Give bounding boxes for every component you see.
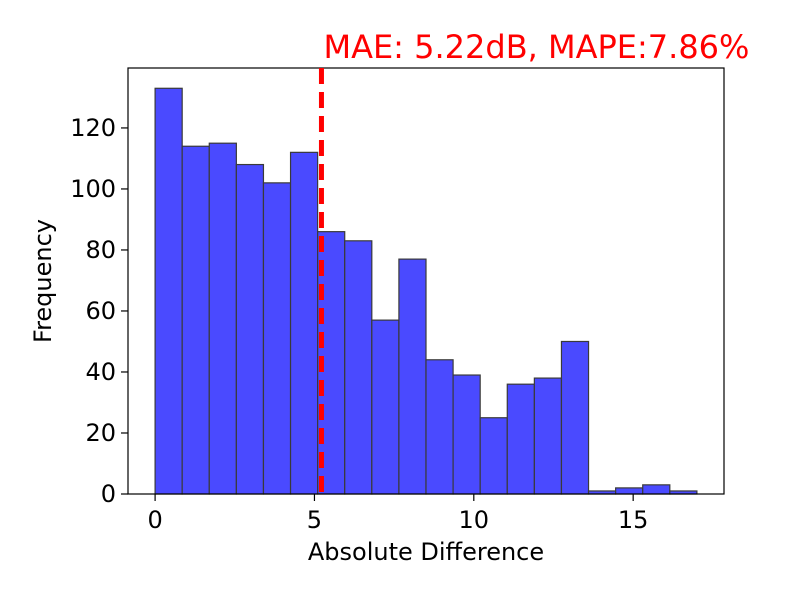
x-tick-label: 5: [307, 506, 322, 534]
histogram-bar: [425, 359, 454, 495]
histogram-bar: [262, 182, 292, 495]
histogram-bar: [642, 484, 671, 495]
histogram-bar: [560, 340, 590, 495]
y-tick-label: 40: [85, 358, 116, 386]
ticks: 0 5 10 15 0 20 40 60 80 100 120: [70, 114, 648, 534]
histogram-bar: [181, 145, 210, 495]
y-tick-label: 120: [70, 114, 116, 142]
x-tick-label: 15: [618, 506, 649, 534]
histogram-bar: [208, 142, 237, 495]
y-tick-label: 100: [70, 175, 116, 203]
x-tick-label: 10: [459, 506, 490, 534]
y-axis-label: Frequency: [29, 219, 57, 343]
y-tick-label: 80: [85, 236, 116, 264]
histogram-bar: [154, 87, 183, 495]
axes: [127, 67, 725, 495]
y-tick-label: 20: [85, 419, 116, 447]
histogram-bar: [398, 258, 427, 495]
y-tick-label: 0: [101, 480, 116, 508]
histogram-bar: [344, 240, 373, 495]
x-axis-label: Absolute Difference: [308, 538, 544, 566]
y-tick-label: 60: [85, 297, 116, 325]
histogram-bar: [371, 319, 400, 495]
histogram-bar: [615, 487, 644, 495]
histogram-bar: [479, 417, 508, 495]
histogram-bar: [506, 383, 535, 495]
histogram-bar: [235, 163, 265, 495]
histogram-bar: [533, 377, 563, 495]
mae-mape-annotation: MAE: 5.22dB, MAPE:7.86%: [323, 28, 749, 66]
plot-frame: [127, 67, 725, 495]
histogram-bar: [289, 151, 319, 495]
x-tick-label: 0: [147, 506, 162, 534]
histogram-bars: [154, 87, 698, 495]
histogram-bar: [452, 374, 481, 495]
